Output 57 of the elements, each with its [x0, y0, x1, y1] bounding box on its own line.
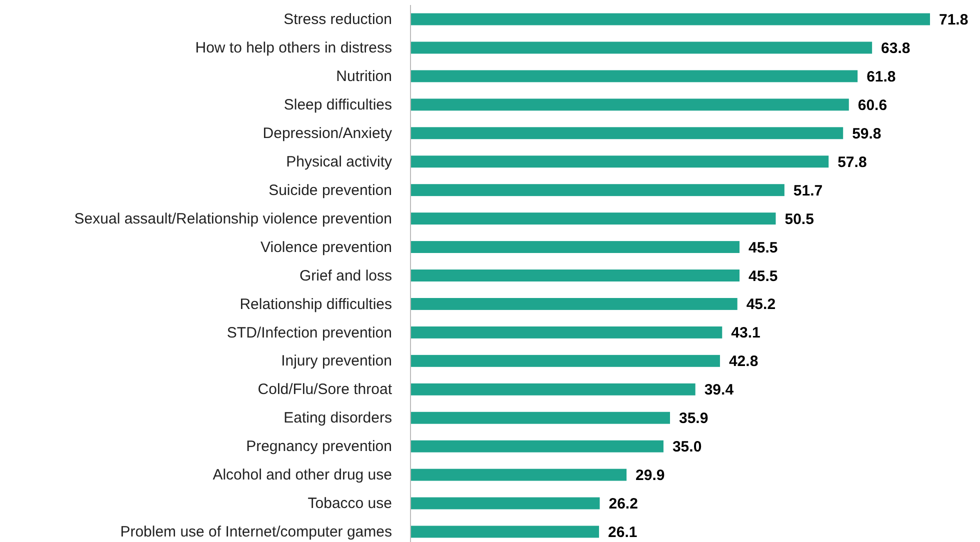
data-label: 45.2: [746, 296, 776, 314]
data-label: 26.1: [608, 524, 638, 542]
bar: [410, 13, 930, 26]
data-label: 26.2: [608, 496, 638, 513]
data-label: 51.7: [793, 182, 823, 200]
bar: [410, 127, 844, 140]
y-tick-label: Violence prevention: [260, 238, 392, 256]
data-label: 50.5: [784, 210, 814, 228]
bar: [410, 241, 740, 254]
bar: [410, 70, 858, 82]
bar: [410, 412, 670, 424]
bar: [410, 354, 720, 367]
y-tick-label: Cold/Flu/Sore throat: [258, 381, 393, 398]
bar: [410, 156, 829, 168]
y-tick-label: Sleep difficulties: [284, 96, 392, 114]
y-tick-label: Stress reduction: [284, 11, 392, 28]
y-tick-label: Grief and loss: [299, 267, 392, 284]
bar: [410, 383, 696, 396]
y-tick-label: Pregnancy prevention: [246, 438, 392, 456]
data-label: 42.8: [728, 353, 758, 370]
data-label: 59.8: [852, 125, 882, 142]
bar: [410, 98, 849, 111]
data-label: 45.5: [748, 239, 778, 256]
y-tick-label: Nutrition: [336, 68, 392, 85]
data-label: 35.9: [679, 410, 708, 428]
data-label: 29.9: [636, 467, 665, 484]
y-tick-label: Suicide prevention: [268, 182, 392, 199]
bar: [410, 526, 600, 538]
bar: [410, 326, 722, 338]
y-tick-label: Depression/Anxiety: [262, 124, 392, 142]
bar: [410, 184, 784, 196]
bar: [410, 497, 600, 510]
y-tick-label: Eating disorders: [284, 410, 392, 427]
data-label: 45.5: [748, 268, 778, 285]
data-label: 43.1: [731, 324, 760, 342]
bar: [410, 440, 664, 452]
bar: [410, 298, 738, 310]
data-label: 39.4: [704, 382, 734, 399]
data-label: 71.8: [939, 11, 968, 28]
y-tick-label: Injury prevention: [281, 352, 392, 370]
y-tick-label: Tobacco use: [308, 495, 392, 512]
data-label: 63.8: [881, 40, 910, 57]
data-label: 61.8: [866, 68, 896, 86]
y-tick-label: Sexual assault/Relationship violence prevention: [74, 210, 392, 228]
y-tick-label: Relationship difficulties: [240, 296, 392, 313]
bar: [410, 212, 776, 225]
y-tick-label: Problem use of Internet/computer games: [120, 524, 392, 541]
bar: [410, 270, 740, 282]
bar: [410, 468, 627, 481]
bar: [410, 42, 872, 54]
y-tick-label: Physical activity: [286, 153, 392, 170]
data-label: 60.6: [858, 96, 888, 114]
y-tick-label: Alcohol and other drug use: [212, 466, 392, 484]
data-label: 35.0: [672, 438, 702, 456]
data-label: 57.8: [838, 154, 867, 171]
y-tick-label: STD/Infection prevention: [226, 324, 392, 342]
y-tick-label: How to help others in distress: [195, 40, 392, 57]
